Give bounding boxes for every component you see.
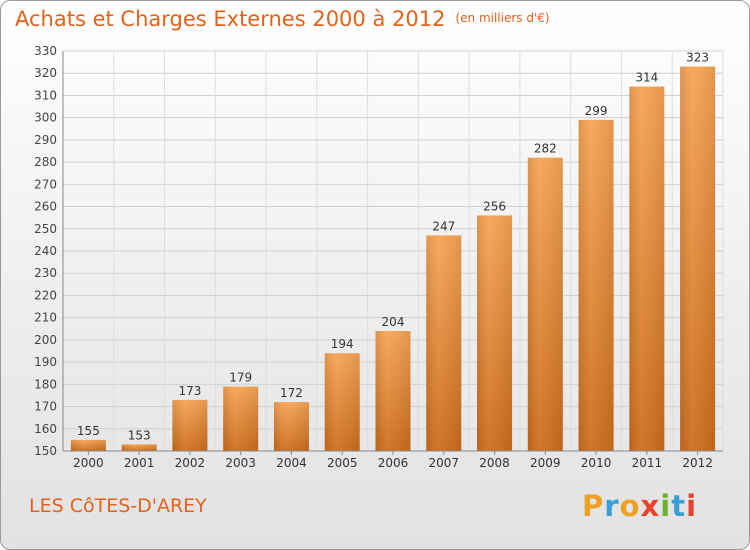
x-tick-label: 2010 — [581, 456, 612, 470]
y-tick-label: 180 — [34, 377, 57, 391]
bar-value-label: 282 — [534, 142, 557, 156]
y-tick-label: 260 — [34, 200, 57, 214]
bar-shade — [477, 215, 513, 451]
y-tick-label: 310 — [34, 88, 57, 102]
y-tick-label: 320 — [34, 66, 57, 80]
x-tick-label: 2002 — [175, 456, 206, 470]
x-tick-label: 2009 — [530, 456, 561, 470]
bar-shade — [680, 66, 716, 452]
bar-shade — [121, 444, 157, 451]
bar-value-label: 256 — [483, 199, 506, 213]
bar-value-label: 314 — [635, 71, 658, 85]
y-tick-label: 150 — [34, 444, 57, 458]
y-tick-label: 230 — [34, 266, 57, 280]
y-tick-label: 240 — [34, 244, 57, 258]
x-tick-label: 2006 — [378, 456, 409, 470]
logo-letter: P — [582, 489, 605, 523]
logo-letter: x — [640, 489, 661, 523]
bar-value-label: 153 — [128, 428, 151, 442]
bar-shade — [426, 235, 462, 451]
x-tick-label: 2008 — [479, 456, 510, 470]
bar-shade — [70, 439, 106, 451]
y-tick-label: 210 — [34, 311, 57, 325]
bar-shade — [629, 86, 665, 452]
bar-shade — [324, 353, 360, 451]
bar-value-label: 155 — [77, 424, 100, 438]
bar-shade — [273, 402, 309, 451]
x-tick-label: 2012 — [682, 456, 713, 470]
bar-shade — [527, 157, 563, 451]
y-tick-label: 190 — [34, 355, 57, 369]
bar-value-label: 172 — [280, 386, 303, 400]
bar-value-label: 204 — [382, 315, 405, 329]
x-tick-label: 2001 — [124, 456, 155, 470]
x-tick-label: 2003 — [225, 456, 256, 470]
x-tick-label: 2007 — [428, 456, 459, 470]
y-tick-label: 300 — [34, 111, 57, 125]
logo-letter: i — [686, 489, 698, 523]
bar-shade — [172, 399, 208, 451]
y-tick-label: 280 — [34, 155, 57, 169]
location-name: LES CôTES-D'AREY — [29, 495, 207, 517]
y-tick-label: 250 — [34, 222, 57, 236]
logo-letter: t — [671, 489, 687, 523]
chart-title: Achats et Charges Externes 2000 à 2012 (e… — [15, 7, 550, 31]
y-tick-label: 290 — [34, 133, 57, 147]
bar-value-label: 299 — [585, 104, 608, 118]
logo-letter: r — [604, 489, 620, 523]
logo-letter: i — [660, 489, 672, 523]
proxiti-logo: Proxiti — [582, 489, 697, 523]
y-tick-label: 170 — [34, 400, 57, 414]
x-tick-label: 2011 — [632, 456, 663, 470]
x-tick-label: 2004 — [276, 456, 307, 470]
y-tick-label: 330 — [34, 44, 57, 58]
bar-value-label: 179 — [229, 371, 252, 385]
bar-value-label: 173 — [178, 384, 201, 398]
chart-subtitle: (en milliers d'€) — [455, 11, 550, 25]
bar-shade — [375, 331, 411, 451]
bar-shade — [578, 119, 614, 451]
bar-value-label: 323 — [686, 51, 709, 65]
y-tick-label: 160 — [34, 422, 57, 436]
y-tick-label: 270 — [34, 177, 57, 191]
x-tick-label: 2000 — [73, 456, 104, 470]
y-tick-label: 220 — [34, 288, 57, 302]
bar-value-label: 194 — [331, 337, 354, 351]
x-tick-label: 2005 — [327, 456, 358, 470]
logo-letter: o — [619, 489, 641, 523]
y-tick-label: 200 — [34, 333, 57, 347]
bar-shade — [223, 386, 259, 451]
bar-value-label: 247 — [432, 219, 455, 233]
